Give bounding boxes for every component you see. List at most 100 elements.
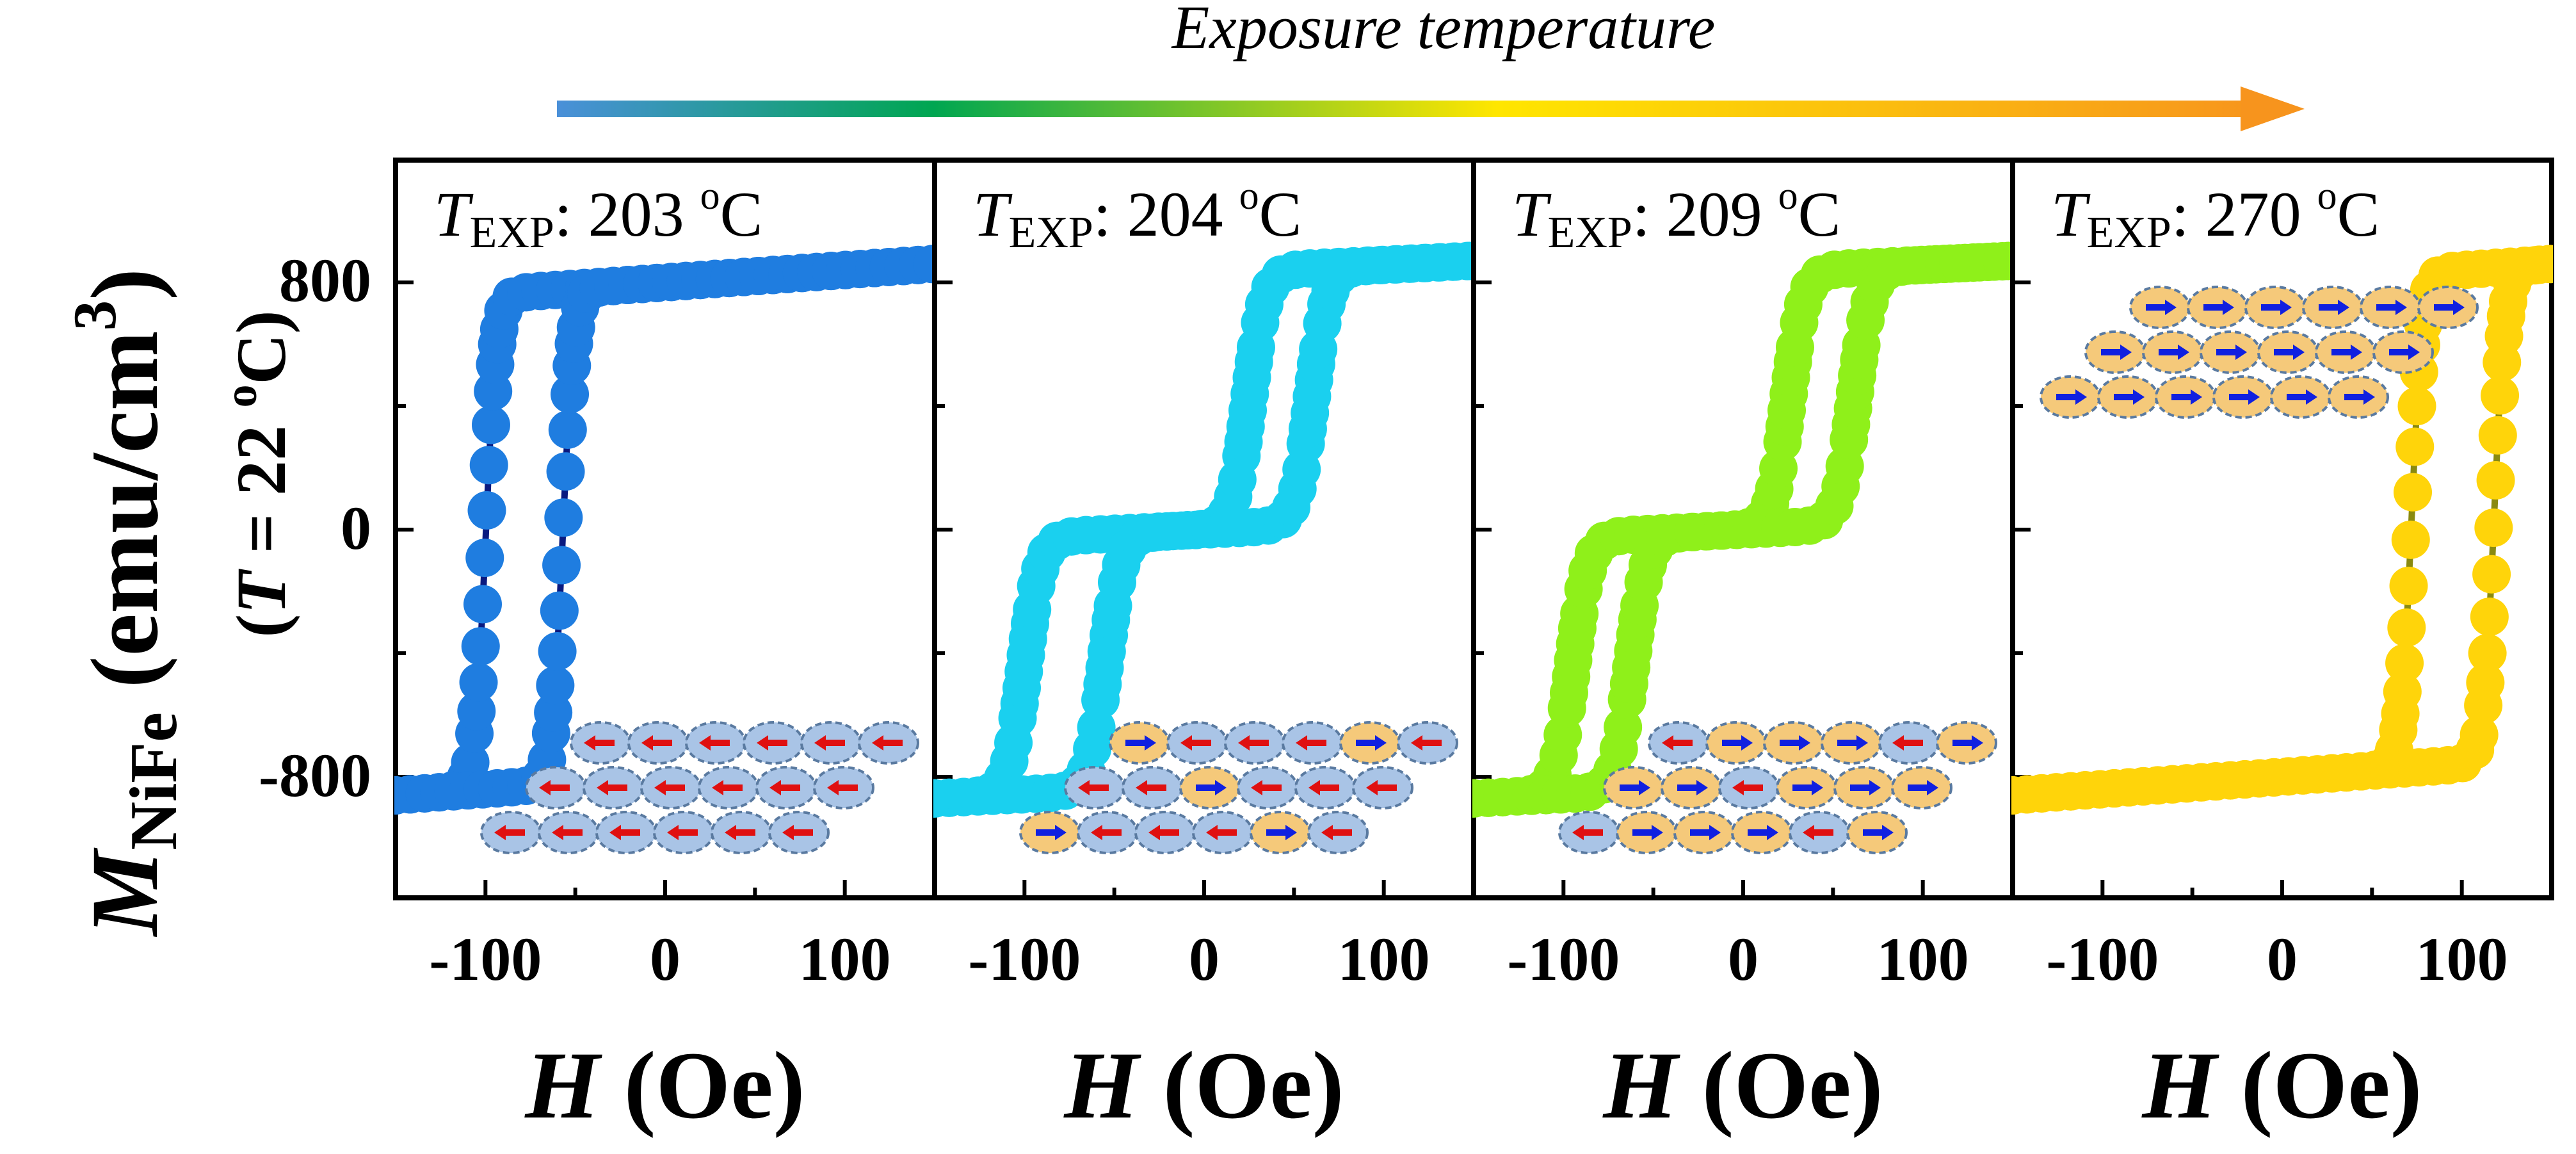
data-point xyxy=(548,410,587,449)
domain-arrow-head xyxy=(1767,825,1778,840)
panel-label-var: T xyxy=(434,179,474,250)
data-point xyxy=(2387,608,2426,647)
panel-label-value: : 203 xyxy=(554,179,700,250)
domain-arrow-head xyxy=(641,735,653,751)
x-tick-label: -100 xyxy=(2046,925,2159,993)
x-tick-label: -100 xyxy=(429,925,542,993)
panel-label: TEXP: 209 oC xyxy=(1512,174,1840,257)
x-tick-label: 100 xyxy=(1877,925,1969,993)
data-point xyxy=(467,491,506,530)
data-point xyxy=(1448,241,1475,280)
panel-label-var: T xyxy=(973,179,1013,250)
y-axis-var: M xyxy=(72,847,178,937)
x-axis-title: H (Oe) xyxy=(1602,1032,1883,1139)
x-axis-unit: (Oe) xyxy=(2217,1032,2422,1139)
y-axis2-eq: = 22 xyxy=(222,408,300,571)
y-axis2-deg: o xyxy=(215,385,266,408)
x-axis-unit: (Oe) xyxy=(600,1032,805,1139)
panel-label-value: : 270 xyxy=(2171,179,2317,250)
domain-arrow-head xyxy=(1206,825,1218,840)
panel-label-unit: C xyxy=(720,179,763,250)
data-point xyxy=(461,627,500,666)
domain-inset xyxy=(2040,286,2479,419)
data-point xyxy=(459,663,498,702)
domain-arrow-head xyxy=(2338,300,2349,315)
panel-label: TEXP: 270 oC xyxy=(2051,174,2379,257)
data-point xyxy=(471,405,510,444)
gradient-arrow-head xyxy=(2241,86,2305,131)
panel-label: TEXP: 203 oC xyxy=(434,174,762,257)
domain-arrow-head xyxy=(2133,389,2145,405)
panel-4: -100 0 100 H (Oe) TEXP: 270 oC xyxy=(2010,158,2554,1139)
panel-label-unit: C xyxy=(2337,179,2380,250)
data-point xyxy=(2389,566,2428,605)
panel-label-sub: EXP xyxy=(2087,208,2171,257)
domain-arrow-head xyxy=(1732,780,1744,795)
domain-arrow-head xyxy=(2191,389,2202,405)
svg-text:MNiFe (emu/cm3): MNiFe (emu/cm3) xyxy=(61,268,191,937)
domain-arrow-head xyxy=(552,825,563,840)
domain-arrow-head xyxy=(1709,825,1721,840)
data-point xyxy=(2466,663,2505,702)
x-axis-var: H xyxy=(524,1032,602,1139)
data-point xyxy=(542,546,581,585)
domain-arrow-head xyxy=(1639,780,1650,795)
domain-arrow-head xyxy=(1251,780,1262,795)
gradient-arrow-shaft xyxy=(557,101,2266,117)
y-axis2-open: ( xyxy=(222,614,300,638)
y-axis-sub: NiFe xyxy=(116,712,191,850)
domain-arrow-head xyxy=(1321,825,1333,840)
domain-arrow-head xyxy=(2235,345,2247,360)
domain-arrow-head xyxy=(2293,345,2305,360)
x-axis-title: H (Oe) xyxy=(1063,1032,1344,1139)
x-axis-unit: (Oe) xyxy=(1678,1032,1883,1139)
domain-arrow-head xyxy=(654,780,666,795)
domain-arrow-head xyxy=(725,825,736,840)
domain-arrow-head xyxy=(584,735,595,751)
y-tick-label-neg800: -800 xyxy=(259,741,371,809)
x-tick-label: -100 xyxy=(1507,925,1620,993)
domain-arrow-head xyxy=(1411,735,1422,751)
data-point xyxy=(546,452,585,491)
data-point xyxy=(538,631,577,670)
x-tick-label: 100 xyxy=(1338,925,1430,993)
data-point xyxy=(2391,520,2430,559)
data-point xyxy=(2474,508,2513,548)
panel-label-deg: o xyxy=(1778,174,1798,218)
domain-arrow-head xyxy=(1091,825,1102,840)
domain-arrow-head xyxy=(1856,735,1868,751)
data-point xyxy=(2470,597,2509,637)
domain-arrow-head xyxy=(2120,345,2132,360)
y-tick-label-800: 800 xyxy=(279,246,371,314)
data-point xyxy=(463,585,503,624)
x-tick-label: 100 xyxy=(2416,925,2508,993)
plot-area xyxy=(394,245,936,815)
domain-arrow-head xyxy=(2075,389,2087,405)
domain-arrow-head xyxy=(1296,735,1307,751)
panel-label-unit: C xyxy=(1259,179,1302,250)
domain-arrow-head xyxy=(712,780,723,795)
domain-inset xyxy=(480,721,919,854)
data-point xyxy=(913,245,936,284)
domain-arrow-head xyxy=(1803,825,1814,840)
panel-label-deg: o xyxy=(2317,174,2337,218)
domain-arrow-head xyxy=(539,780,551,795)
domain-arrow-head xyxy=(1375,735,1387,751)
domain-arrow-head xyxy=(609,825,621,840)
domain-arrow-head xyxy=(1215,780,1227,795)
plot-area xyxy=(2011,245,2553,815)
domain-arrow-head xyxy=(2223,300,2234,315)
domain-arrow-head xyxy=(597,780,608,795)
x-axis-title: H (Oe) xyxy=(2141,1032,2422,1139)
data-point xyxy=(2459,715,2499,754)
x-axis-unit: (Oe) xyxy=(1139,1032,1344,1139)
panel-1: -100 0 100 H (Oe) TEXP: 203 oC xyxy=(393,158,937,1139)
panel-label-value: : 204 xyxy=(1093,179,1239,250)
y-axis2-var: T xyxy=(222,569,300,614)
x-axis-title: H (Oe) xyxy=(524,1032,805,1139)
data-point xyxy=(2481,376,2520,415)
y-axis-unit-sup: 3 xyxy=(61,300,129,331)
data-point xyxy=(2468,633,2507,672)
domain-arrow-head xyxy=(2165,300,2177,315)
